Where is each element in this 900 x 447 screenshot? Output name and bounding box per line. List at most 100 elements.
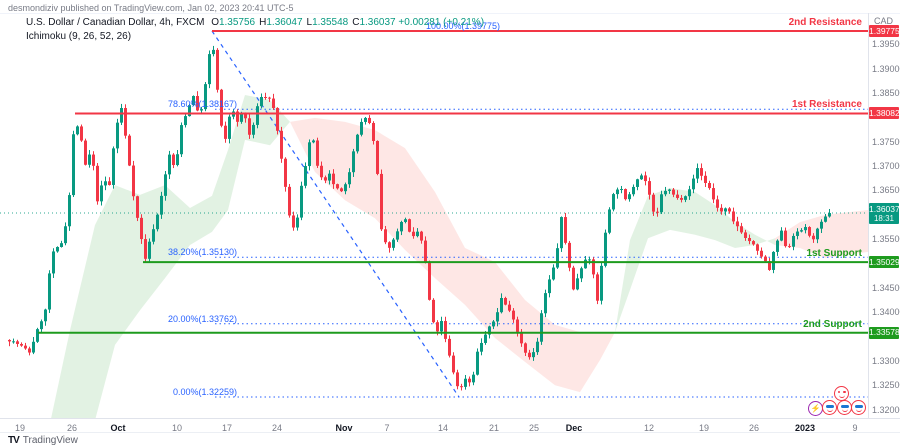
candle-down bbox=[428, 262, 431, 300]
candle-up bbox=[824, 216, 827, 222]
candle-down bbox=[520, 331, 523, 344]
sunglasses-reaction-icon[interactable] bbox=[822, 400, 837, 415]
candle-up bbox=[548, 279, 551, 294]
candle-up bbox=[536, 341, 539, 353]
bar-countdown: 18:31 bbox=[873, 213, 895, 223]
candle-down bbox=[744, 232, 747, 238]
candle-down bbox=[132, 165, 135, 197]
cloud-segment-bear bbox=[600, 332, 615, 360]
candle-down bbox=[624, 189, 627, 200]
candle-down bbox=[320, 165, 323, 178]
candle-up bbox=[488, 326, 491, 335]
star-struck-reaction-icon[interactable] bbox=[834, 386, 849, 401]
candle-up bbox=[104, 181, 107, 186]
cloud-segment-bull bbox=[212, 150, 228, 232]
candle-up bbox=[792, 235, 795, 247]
tradingview-logo[interactable]: TV TradingView bbox=[8, 435, 78, 446]
badge-price: 1.39775 bbox=[869, 25, 900, 36]
candle-down bbox=[460, 386, 463, 388]
level-price-badge: 1.35029 bbox=[869, 256, 900, 269]
sunglasses-reaction-icon[interactable] bbox=[851, 400, 866, 415]
time-tick: 26 bbox=[748, 423, 759, 433]
cloud-segment-bull bbox=[755, 234, 775, 246]
candle-up bbox=[240, 114, 243, 122]
candle-down bbox=[808, 227, 811, 236]
candle-up bbox=[776, 240, 779, 252]
time-tick: 9 bbox=[852, 423, 858, 433]
candle-up bbox=[484, 334, 487, 343]
candle-up bbox=[828, 213, 831, 217]
candle-down bbox=[16, 341, 19, 344]
candle-up bbox=[312, 140, 315, 143]
indicator-legend[interactable]: Ichimoku (9, 26, 52, 26) bbox=[26, 31, 132, 42]
cloud-segment-bull bbox=[51, 330, 70, 418]
price-tick: 1.34000 bbox=[872, 307, 900, 318]
candle-down bbox=[92, 154, 95, 166]
candle-down bbox=[700, 168, 703, 176]
candle-down bbox=[708, 182, 711, 189]
candle-down bbox=[732, 211, 735, 222]
cloud-segment-bull bbox=[70, 225, 95, 418]
cloud-segment-bear bbox=[825, 209, 868, 259]
candle-down bbox=[408, 219, 411, 232]
candle-down bbox=[596, 274, 599, 301]
candle-down bbox=[388, 242, 391, 248]
cloud-segment-bear bbox=[345, 121, 375, 219]
cloud-segment-bull bbox=[715, 205, 735, 248]
candle-up bbox=[112, 148, 115, 185]
candle-up bbox=[400, 221, 403, 232]
candle-down bbox=[332, 173, 335, 185]
candle-down bbox=[172, 154, 175, 166]
candle-up bbox=[72, 134, 75, 196]
sunglasses-band bbox=[854, 404, 863, 408]
candle-up bbox=[348, 172, 351, 185]
level-price-badge: 1.33578 bbox=[869, 326, 900, 339]
time-axis[interactable]: 19 26 Oct 10 17 24 Nov 7 14 21 25 Dec 12 19 26 2023 9 bbox=[0, 418, 900, 433]
candle-up bbox=[584, 259, 587, 269]
trendline[interactable] bbox=[211, 30, 460, 398]
candle-down bbox=[284, 158, 287, 187]
candle-up bbox=[56, 246, 59, 252]
symbol-legend[interactable]: U.S. Dollar / Canadian Dollar, 4h, FXCM … bbox=[26, 17, 484, 28]
candle-down bbox=[436, 322, 439, 332]
price-tick: 1.38500 bbox=[872, 88, 900, 99]
candle-down bbox=[272, 98, 275, 108]
cloud-segment-bear bbox=[580, 332, 600, 393]
candle-down bbox=[96, 165, 99, 202]
sunglasses-band bbox=[840, 404, 849, 408]
last-price-badge: 1.36037 18:31 bbox=[869, 203, 900, 225]
candle-wick bbox=[789, 243, 790, 248]
candle-up bbox=[472, 374, 475, 383]
time-tick: 21 bbox=[488, 423, 499, 433]
resistance-label: 2nd Resistance bbox=[788, 17, 862, 28]
candle-up bbox=[76, 126, 79, 135]
candle-up bbox=[496, 312, 499, 322]
ohlc-key: C bbox=[352, 17, 360, 28]
candle-up bbox=[360, 121, 363, 135]
candle-down bbox=[564, 217, 567, 243]
candle-down bbox=[280, 130, 283, 159]
lightning-reaction-icon[interactable]: ⚡ bbox=[808, 401, 823, 416]
price-tick: 1.32000 bbox=[872, 404, 900, 415]
candle-up bbox=[260, 96, 263, 107]
candle-down bbox=[448, 338, 451, 356]
candle-down bbox=[644, 175, 647, 182]
time-tick: 17 bbox=[221, 423, 232, 433]
level-price-badge: 1.39775 bbox=[869, 25, 900, 37]
resistance-label: 1st Resistance bbox=[791, 99, 862, 111]
price-tick: 1.39000 bbox=[872, 63, 900, 74]
sunglasses-reaction-icon[interactable] bbox=[837, 400, 852, 415]
candle-down bbox=[24, 345, 27, 349]
candle-down bbox=[516, 319, 519, 332]
candle-down bbox=[592, 259, 595, 275]
fib-level-label: 38.20%(1.35130) bbox=[167, 247, 237, 258]
candle-up bbox=[616, 189, 619, 195]
candle-down bbox=[432, 299, 435, 323]
candle-down bbox=[652, 194, 655, 212]
price-tick: 1.34500 bbox=[872, 282, 900, 293]
candle-down bbox=[376, 140, 379, 174]
candle-wick bbox=[13, 338, 14, 344]
candle-down bbox=[568, 242, 571, 268]
